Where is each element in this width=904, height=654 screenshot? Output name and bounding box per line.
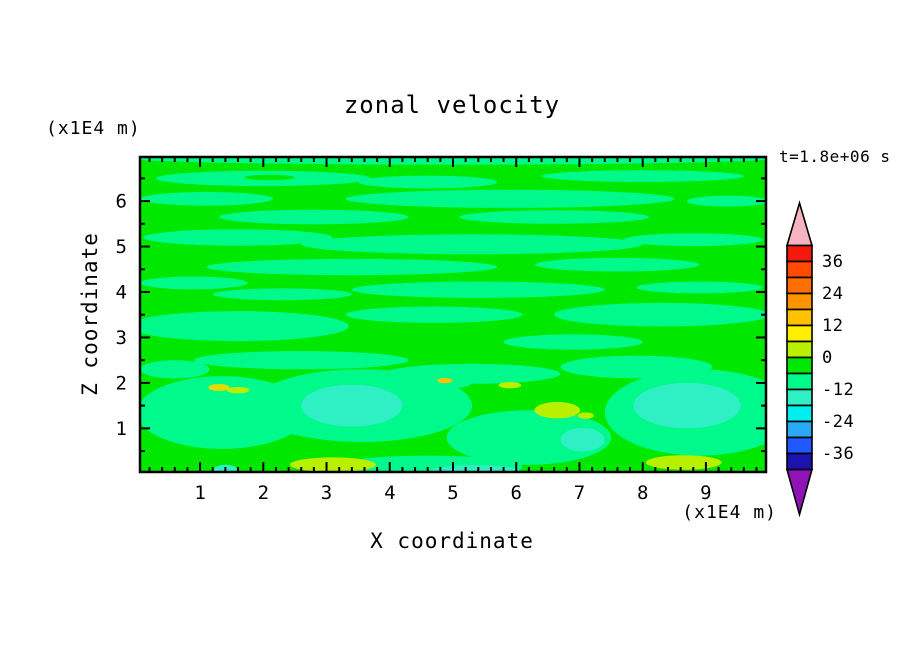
contour-patch-sg (541, 170, 744, 183)
contour-patch-sg (636, 281, 763, 294)
colorbar-label: -12 (822, 380, 854, 400)
contour-field (141, 158, 765, 471)
contour-patch-sg (141, 192, 273, 206)
plot-area (138, 155, 768, 474)
z-tick-label: 5 (116, 236, 127, 258)
contour-patch-sg (459, 210, 649, 224)
z-tick-label: 1 (116, 418, 127, 440)
colorbar-box (786, 452, 813, 471)
contour-patch-sg (345, 306, 523, 323)
x-tick-label: 8 (637, 482, 648, 504)
colorbar-label: -36 (822, 444, 854, 464)
contour-patch-gn (383, 335, 498, 345)
contour-patch-sg (206, 258, 498, 276)
contour-patch-tq (430, 465, 520, 471)
contour-patch-gn (244, 174, 295, 181)
plot-border (138, 155, 768, 474)
z-tick-label: 3 (116, 327, 127, 349)
colorbar-box (786, 340, 813, 359)
x-tick-label: 5 (447, 482, 458, 504)
colorbar-box (786, 356, 813, 375)
contour-patch-sg (446, 410, 612, 465)
x-tick-label: 3 (321, 482, 332, 504)
contour-patch-sg (141, 360, 210, 379)
colorbar-box (786, 420, 813, 439)
x-tick-label: 2 (258, 482, 269, 504)
colorbar-box (786, 276, 813, 295)
colorbar-box (786, 372, 813, 391)
colorbar-over-arrow (785, 200, 814, 247)
z-axis-label: Z coordinate (78, 232, 102, 396)
plot-title: zonal velocity (344, 91, 560, 119)
contour-patch-sg (141, 311, 349, 342)
contour-patch-sg (212, 288, 352, 301)
x-tick-label: 1 (194, 482, 205, 504)
contour-patch-ch (534, 402, 581, 419)
x-axis-label: X coordinate (370, 529, 534, 553)
colorbar-box (786, 404, 813, 423)
contour-patch-sg (193, 351, 409, 370)
contour-patch-sg (687, 195, 765, 207)
contour-patch-gd (437, 377, 453, 384)
colorbar-box (786, 260, 813, 279)
contour-patch-tq (560, 427, 605, 452)
x-tick-label: 6 (510, 482, 521, 504)
x-tick-label: 9 (700, 482, 711, 504)
z-tick-label: 6 (116, 191, 127, 213)
contour-patch-yl (208, 383, 230, 392)
contour-patch-sg (345, 189, 675, 208)
contour-patch-sg (143, 229, 333, 246)
colorbar-box (786, 436, 813, 455)
contour-patch-ch (498, 382, 522, 389)
z-tick-label: 2 (116, 372, 127, 394)
contour-patch-sg (503, 334, 643, 350)
x-tick-label: 4 (384, 482, 395, 504)
contour-patch-sg (301, 234, 643, 255)
z-tick-label: 4 (116, 282, 127, 304)
colorbar-label: 24 (822, 284, 843, 304)
contour-patch-ch (226, 387, 250, 394)
x-tick-labels: 1 2 3 4 5 6 7 8 9 (194, 482, 711, 504)
colorbar-label: 0 (822, 348, 833, 368)
contour-patch-ch (645, 455, 722, 470)
contour-patch-sg (554, 302, 765, 327)
contour-patch-sg (623, 233, 763, 247)
z-tick-labels: 1 2 3 4 5 6 (116, 191, 127, 440)
contour-patch-tq (301, 384, 403, 427)
contour-patch-sg (351, 281, 605, 298)
contour-patch-sg (358, 175, 498, 189)
colorbar-under-arrow (785, 468, 814, 518)
time-label: t=1.8e+06 s (779, 147, 890, 166)
colorbar-label: 12 (822, 316, 843, 336)
contour-patch-ch (289, 457, 376, 471)
colorbar-label: 36 (822, 252, 843, 272)
contour-patch-tq (633, 382, 741, 429)
colorbar-box (786, 308, 813, 327)
colorbar-box (786, 324, 813, 343)
colorbar-box (786, 388, 813, 407)
colorbar-box (786, 244, 813, 263)
colorbar: 36 24 12 0 -12 -24 -36 (785, 200, 854, 518)
contour-patch-sg (535, 257, 700, 272)
contour-patch-ch (577, 412, 594, 419)
contour-patch-sg (219, 209, 409, 225)
x-tick-label: 7 (574, 482, 585, 504)
colorbar-box (786, 292, 813, 311)
colorbar-label: -24 (822, 412, 854, 432)
x-units-label: (x1E4 m) (682, 502, 777, 523)
z-units-label: (x1E4 m) (46, 118, 141, 139)
contour-patch-sg (141, 276, 248, 290)
